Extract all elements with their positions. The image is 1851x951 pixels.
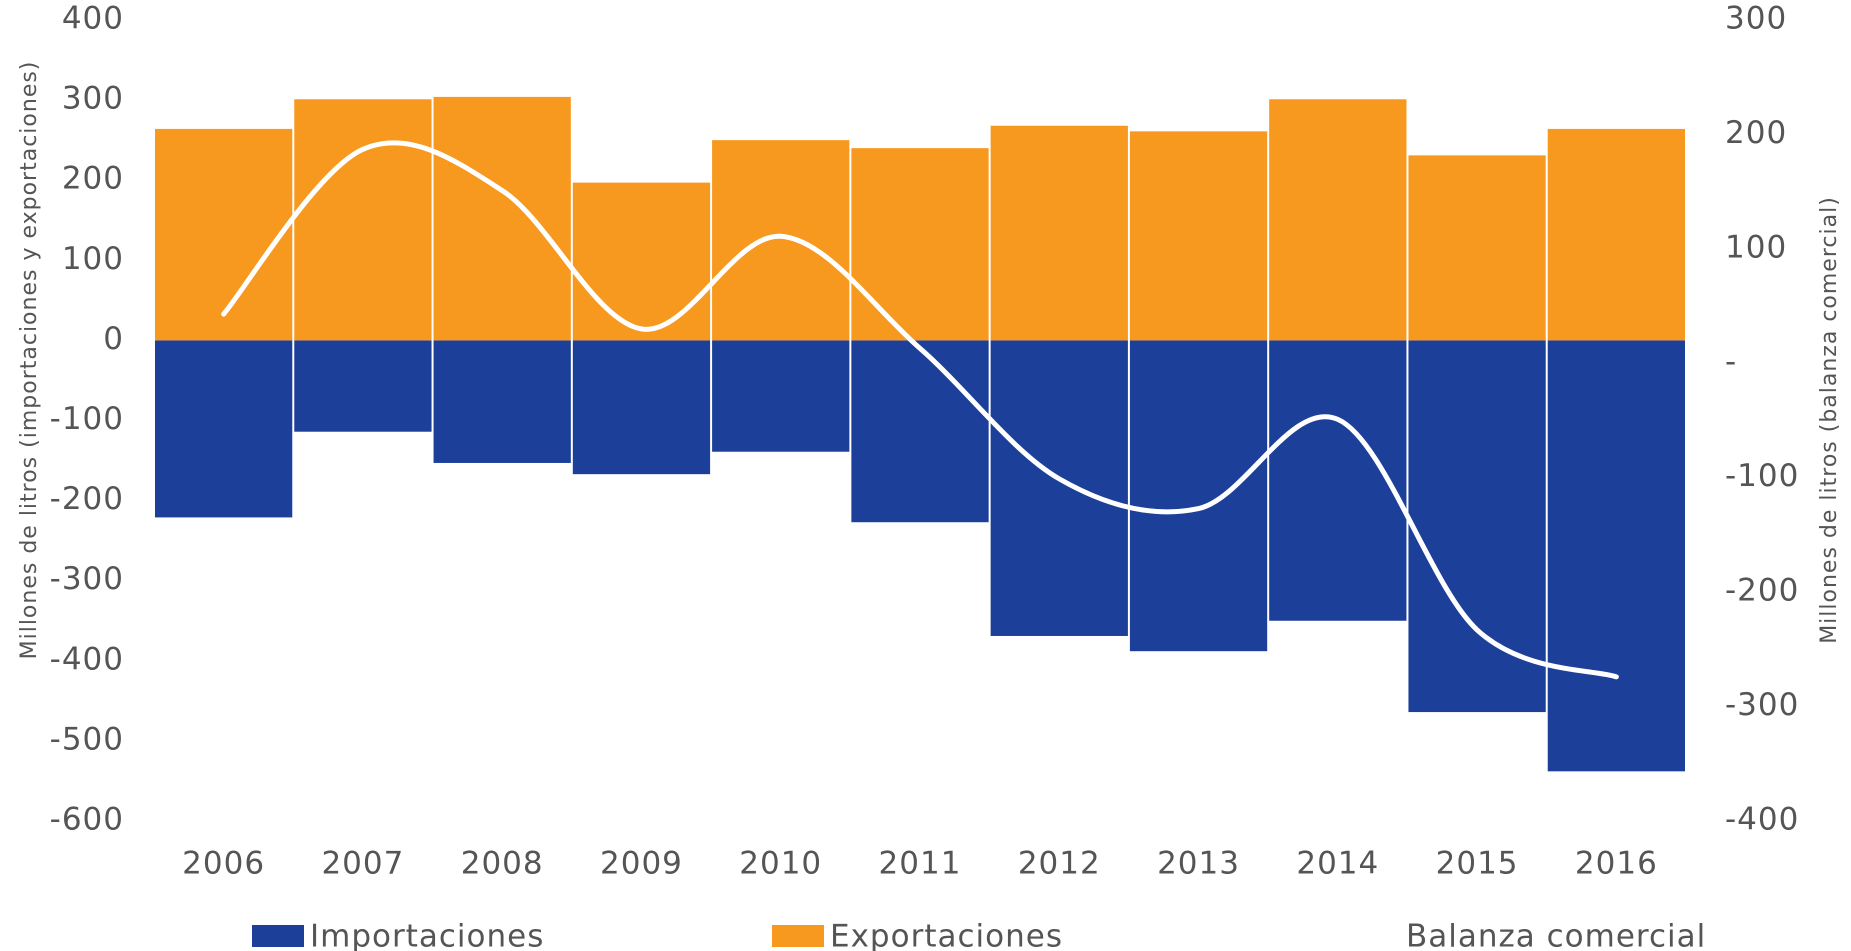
bar	[990, 125, 1128, 341]
y2-tick-label: 200	[1725, 115, 1787, 151]
y-tick-label: -500	[50, 721, 124, 757]
y-tick-label: 200	[62, 161, 124, 197]
bar	[1408, 155, 1546, 341]
bar	[990, 340, 1128, 636]
bar	[1269, 340, 1407, 621]
y2-axis-title: Millones de litros (balanza comercial)	[1817, 196, 1842, 644]
y-tick-label: 100	[62, 241, 124, 277]
bar	[1547, 128, 1685, 341]
legend-swatch	[252, 925, 304, 947]
y-tick-label: -200	[50, 481, 124, 517]
y-tick-label: 300	[62, 81, 124, 117]
bar	[712, 340, 850, 452]
bar	[572, 340, 711, 475]
y2-tick-label: -400	[1725, 802, 1799, 838]
bar	[1129, 131, 1268, 341]
bar	[433, 340, 571, 463]
legend-label: Importaciones	[310, 919, 544, 951]
y-axis-title: Millones de litros (importaciones y expo…	[17, 61, 42, 660]
y2-tick-label: 100	[1725, 229, 1787, 265]
y2-tick-label: 300	[1725, 1, 1787, 37]
bar	[1129, 340, 1268, 652]
y-tick-label: 0	[103, 321, 124, 357]
bar	[1547, 340, 1685, 772]
x-tick-label: 2008	[461, 846, 544, 882]
x-tick-label: 2016	[1575, 846, 1658, 882]
legend-label: Exportaciones	[830, 919, 1063, 951]
y-tick-label: 400	[62, 1, 124, 37]
y2-tick-label: -300	[1725, 687, 1799, 723]
bar	[851, 148, 989, 341]
x-tick-label: 2015	[1436, 846, 1519, 882]
bar	[294, 99, 432, 341]
bar	[851, 340, 989, 523]
line	[221, 140, 1619, 680]
bar	[294, 340, 432, 432]
y2-tick-label: -200	[1725, 573, 1799, 609]
x-tick-label: 2007	[321, 846, 404, 882]
y2-tick-label: -	[1725, 344, 1737, 380]
bar	[1269, 99, 1407, 341]
legend-label: Balanza comercial	[1406, 919, 1706, 951]
bar	[1408, 340, 1546, 713]
bar	[433, 96, 571, 341]
y-tick-label: -100	[50, 401, 124, 437]
y2-tick-label: -100	[1725, 458, 1799, 494]
x-tick-label: 2012	[1018, 846, 1101, 882]
y-tick-label: -600	[50, 802, 124, 838]
x-tick-label: 2011	[879, 846, 962, 882]
x-tick-label: 2006	[182, 846, 265, 882]
bar	[155, 128, 293, 341]
x-tick-label: 2009	[600, 846, 683, 882]
bar	[155, 340, 293, 518]
y-tick-label: -400	[50, 641, 124, 677]
bar	[712, 140, 850, 341]
x-tick-label: 2010	[739, 846, 822, 882]
x-tick-label: 2013	[1157, 846, 1240, 882]
bar	[572, 182, 711, 341]
legend-swatch	[772, 925, 824, 947]
x-tick-label: 2014	[1296, 846, 1379, 882]
y-tick-label: -300	[50, 561, 124, 597]
legend-swatch	[1348, 925, 1400, 947]
